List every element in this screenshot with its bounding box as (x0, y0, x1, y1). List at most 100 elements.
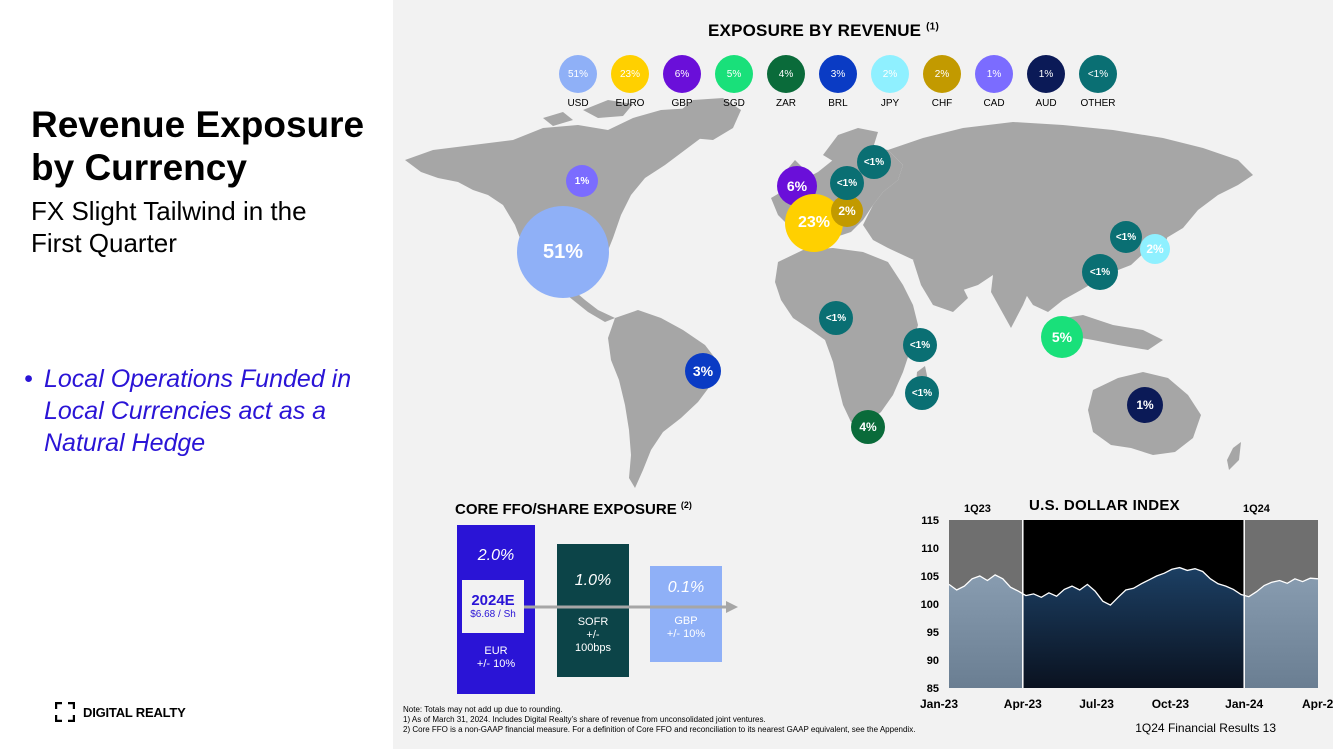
legend-label: JPY (880, 98, 900, 109)
legend-item: 3% BRL (817, 55, 859, 109)
x-tick-label: Apr-23 (1004, 697, 1042, 710)
ffo-gbp-box: 0.1% GBP +/- 10% (650, 566, 722, 662)
legend-label: CAD (983, 98, 1005, 109)
map-india (991, 272, 1033, 328)
map-arctic-islands (543, 100, 633, 126)
note-line-1: Note: Totals may not add up due to round… (403, 705, 563, 714)
ffo-sofr-bps: 100bps (574, 642, 612, 654)
exposure-title-note: (1) (926, 21, 939, 33)
left-panel: Revenue Exposure by Currency FX Slight T… (0, 0, 393, 749)
bubble-other-nigeria: <1% (819, 301, 853, 335)
y-tick-label: 105 (921, 571, 939, 583)
legend-label: ZAR (776, 98, 796, 109)
legend-circle: 2% (923, 55, 961, 93)
ffo-eur-range: +/- 10% (476, 658, 516, 670)
page-subtitle: FX Slight Tailwind in the First Quarter (31, 195, 307, 259)
legend-circle: 1% (975, 55, 1013, 93)
x-tick-label: Apr-24 (1302, 697, 1333, 710)
legend-circle: <1% (1079, 55, 1117, 93)
legend-item: 1% AUD (1025, 55, 1067, 109)
map-south-america (608, 310, 718, 488)
bubble-sgd: 5% (1041, 316, 1083, 358)
right-panel: EXPOSURE BY REVENUE (1) 51% USD 23% EURO 6… (393, 0, 1333, 749)
y-tick-label: 115 (921, 515, 939, 527)
bullet-marker: • (24, 365, 33, 393)
usd-index-title: U.S. DOLLAR INDEX (1029, 497, 1180, 514)
legend-item: 2% JPY (869, 55, 911, 109)
ffo-sofr-label: SOFR (577, 616, 609, 628)
map-greenland (675, 98, 741, 140)
chart-line (948, 566, 1319, 606)
ffo-title-note: (2) (680, 500, 692, 510)
ffo-center-sub: $6.68 / Sh (470, 609, 516, 620)
page-footer: 1Q24 Financial Results 13 (1135, 721, 1276, 735)
y-tick-label: 110 (921, 543, 939, 555)
legend-circle: 51% (559, 55, 597, 93)
ffo-eur-label: EUR (484, 645, 508, 657)
usd-index-q-left: 1Q23 (964, 503, 991, 515)
legend-circle: 5% (715, 55, 753, 93)
legend-label: USD (567, 98, 589, 109)
bubble-zar: 4% (851, 410, 885, 444)
ffo-center-main: 2024E (471, 592, 515, 609)
legend-item: 4% ZAR (765, 55, 807, 109)
bubble-other-hk: <1% (1082, 254, 1118, 290)
ffo-center-label: 2024E $6.68 / Sh (462, 580, 524, 633)
y-tick-label: 90 (927, 655, 939, 667)
legend-label: EURO (615, 98, 645, 109)
legend-item: 1% CAD (973, 55, 1015, 109)
ffo-gbp-label: GBP (674, 615, 698, 627)
currency-legend: 51% USD 23% EURO 6% GBP 5% SGD 4% ZAR 3% BRL 2… (557, 55, 1119, 109)
ffo-eur-pct: 2.0% (477, 547, 515, 564)
footnotes: Note: Totals may not add up due to round… (403, 705, 915, 735)
x-tick-label: Jan-24 (1225, 697, 1263, 710)
bubble-brl: 3% (685, 353, 721, 389)
subtitle-line-2: First Quarter (31, 228, 177, 258)
x-tick-label: Jan-23 (920, 697, 958, 710)
map-asia (863, 122, 1253, 312)
legend-label: GBP (671, 98, 693, 109)
legend-item: 23% EURO (609, 55, 651, 109)
ffo-arrow (524, 601, 738, 613)
note-line-3: 2) Core FFO is a non-GAAP financial meas… (403, 725, 916, 734)
y-tick-label: 95 (927, 627, 939, 639)
bubble-other-korea: <1% (1110, 221, 1142, 253)
title-line-1: Revenue Exposure (31, 104, 365, 145)
usd-index-chart: 115 110 105 100 95 90 85 Jan-23 Apr-23 Jul-23 Oct-… (920, 515, 1333, 710)
company-logo: DIGITAL REALTY (55, 702, 186, 722)
legend-label: CHF (931, 98, 953, 109)
legend-label: SGD (723, 98, 745, 109)
bubble-usd: 51% (517, 206, 609, 298)
bubble-other-kenya: <1% (903, 328, 937, 362)
exposure-title-text: EXPOSURE BY REVENUE (708, 21, 922, 40)
exposure-title: EXPOSURE BY REVENUE (1) (708, 21, 939, 41)
ffo-title-text: CORE FFO/SHARE EXPOSURE (455, 501, 677, 518)
bubble-other-eu: <1% (830, 166, 864, 200)
x-tick-label: Jul-23 (1079, 697, 1114, 710)
bubble-chf: 2% (831, 195, 863, 227)
legend-circle: 1% (1027, 55, 1065, 93)
chart-area-main (1022, 567, 1245, 688)
legend-circle: 4% (767, 55, 805, 93)
title-line-2: by Currency (31, 147, 247, 188)
ffo-sofr-range: +/- (586, 629, 600, 641)
legend-item: 5% SGD (713, 55, 755, 109)
logo-text: DIGITAL REALTY (83, 704, 186, 720)
ffo-gbp-range: +/- 10% (666, 628, 706, 640)
bubble-other-mozambique: <1% (905, 376, 939, 410)
ffo-sofr-pct: 1.0% (574, 572, 612, 589)
bubble-jpy: 2% (1140, 234, 1170, 264)
legend-item: <1% OTHER (1077, 55, 1119, 109)
ffo-sofr-box: 1.0% SOFR +/- 100bps (557, 544, 629, 677)
subtitle-line-1: FX Slight Tailwind in the (31, 196, 307, 226)
y-tick-label: 85 (927, 683, 939, 695)
legend-circle: 2% (871, 55, 909, 93)
chart-area-q4 (1244, 578, 1318, 688)
ffo-title: CORE FFO/SHARE EXPOSURE (2) (455, 500, 692, 518)
bullet-point: • Local Operations Funded in Local Curre… (24, 363, 374, 459)
ffo-gbp-pct: 0.1% (667, 579, 705, 596)
legend-label: BRL (828, 98, 848, 109)
legend-item: 2% CHF (921, 55, 963, 109)
legend-circle: 3% (819, 55, 857, 93)
legend-item: 6% GBP (661, 55, 703, 109)
